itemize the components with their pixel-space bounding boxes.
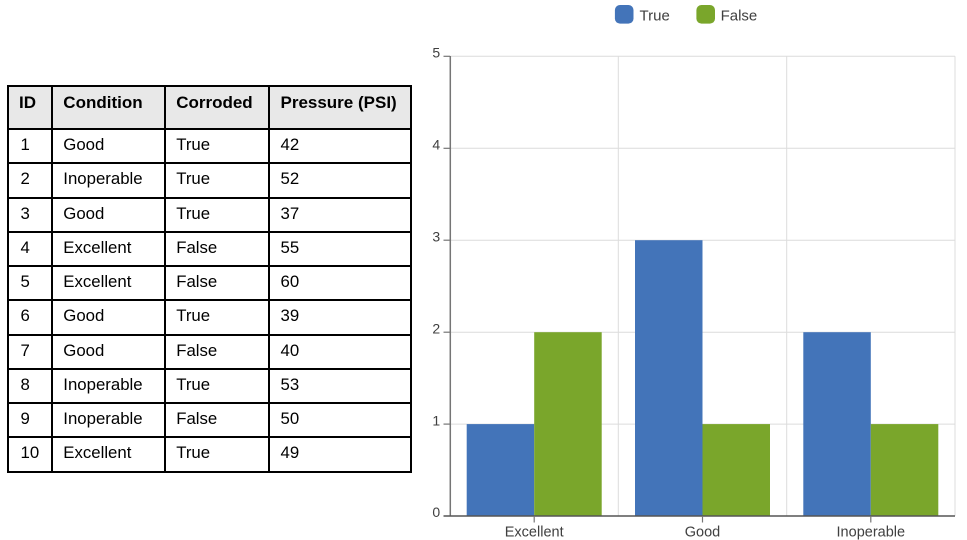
svg-text:False: False: [721, 8, 758, 25]
svg-text:Good: Good: [685, 524, 720, 540]
svg-text:0: 0: [432, 504, 440, 520]
svg-text:Excellent: Excellent: [505, 524, 564, 540]
svg-text:4: 4: [432, 137, 440, 153]
svg-text:5: 5: [432, 45, 440, 61]
svg-text:True: True: [640, 8, 670, 25]
svg-text:Inoperable: Inoperable: [837, 524, 906, 540]
svg-text:2: 2: [432, 320, 440, 336]
svg-text:1: 1: [432, 412, 440, 428]
svg-text:3: 3: [432, 228, 440, 244]
